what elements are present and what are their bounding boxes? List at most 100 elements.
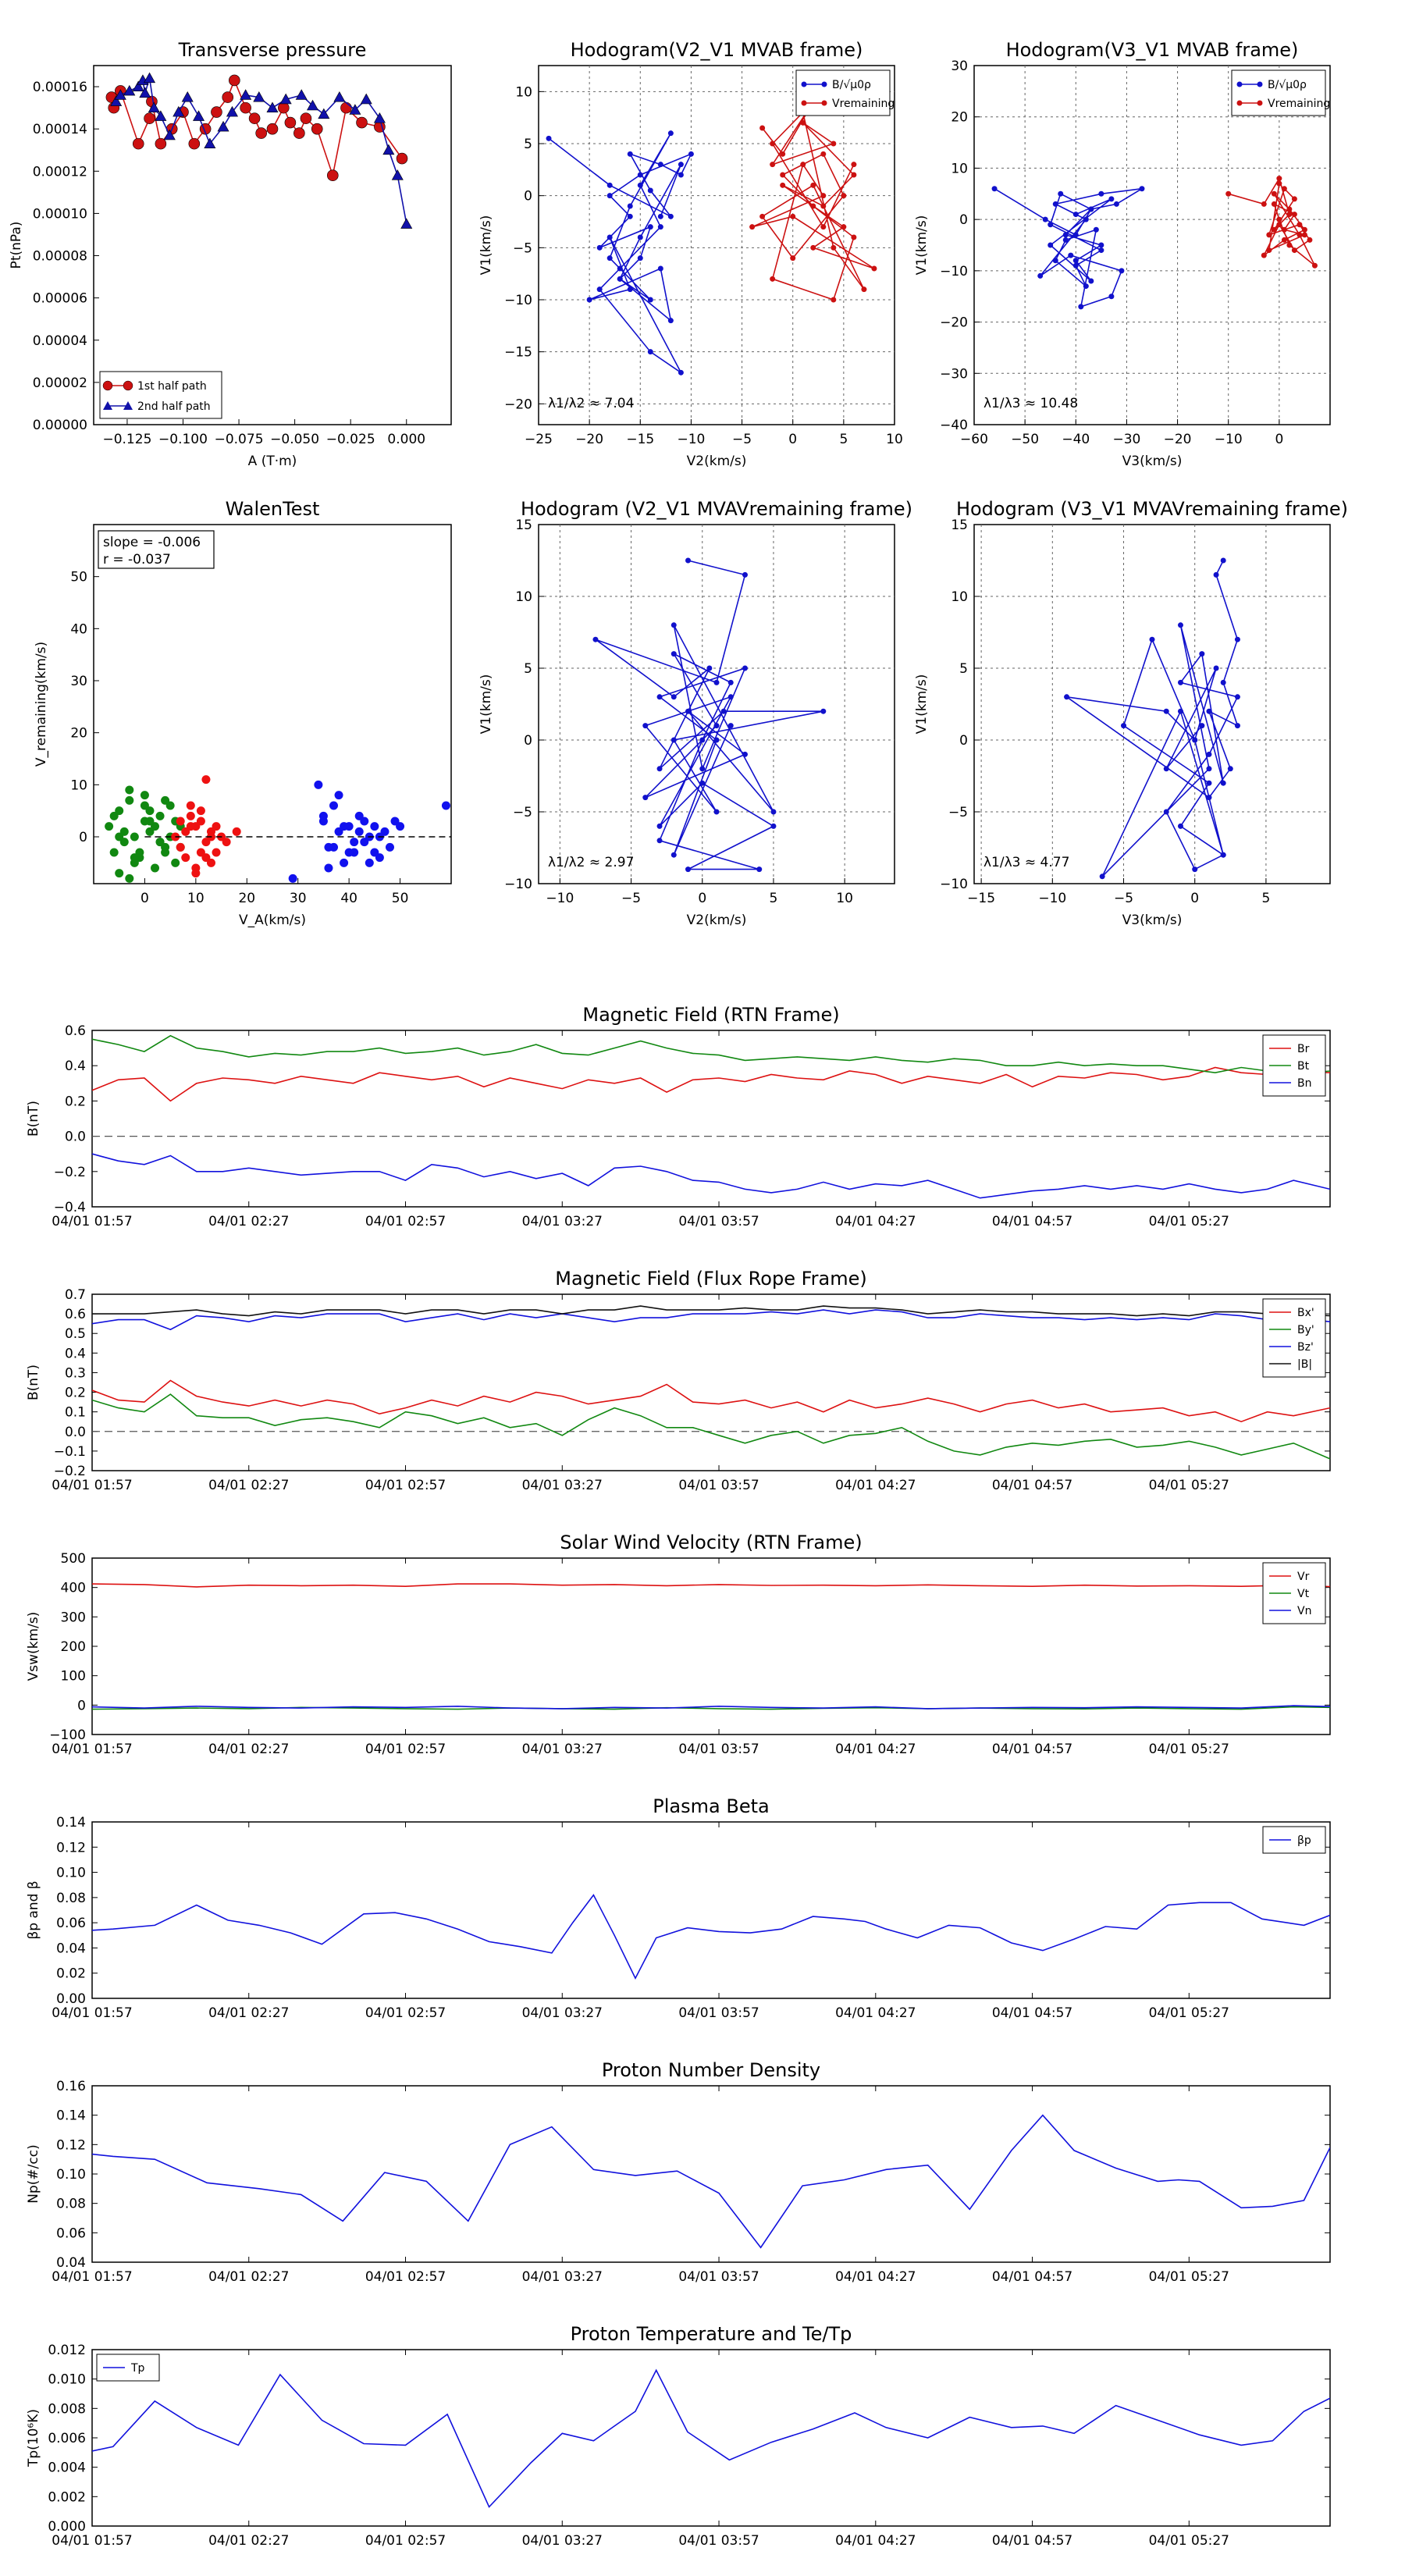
plot-frame: [91, 2085, 1331, 2263]
data-point: [114, 89, 126, 100]
x-tick-label: 04/01 04:57: [992, 2533, 1072, 2549]
data-point: [1206, 751, 1212, 757]
data-point: [1177, 708, 1183, 714]
x-tick-label: 04/01 03:57: [678, 2005, 759, 2021]
data-point: [1068, 252, 1074, 258]
data-point: [742, 751, 748, 757]
data-point: [145, 817, 155, 826]
eigen-ratio-annotation: λ1/λ2 ≈ 2.97: [548, 855, 634, 870]
data-point: [991, 186, 998, 192]
series-line-0: [92, 1894, 1330, 1980]
panel-magnetic-field-flux-rope: Magnetic Field (Flux Rope Frame) 04/01 01…: [26, 1268, 1331, 1493]
data-point: [656, 694, 663, 700]
eigen-ratio-annotation: λ1/λ3 ≈ 4.77: [984, 855, 1069, 870]
data-point: [132, 137, 144, 150]
y-tick-label: 20: [70, 726, 87, 742]
data-point: [1266, 232, 1272, 238]
y-tick-label: 0.00016: [33, 80, 87, 95]
legend-label: Vn: [1297, 1605, 1311, 1617]
x-tick-label: 04/01 04:27: [835, 2005, 916, 2021]
x-tick-label: 04/01 03:57: [678, 2269, 759, 2285]
plot-frame: [91, 1030, 1331, 1208]
x-tick-label: 04/01 02:57: [365, 2269, 446, 2285]
y-tick-label: 10: [951, 589, 968, 605]
y-tick-label: −100: [49, 1727, 86, 1743]
series-group: [1064, 557, 1240, 880]
x-tick-label: −0.100: [158, 432, 208, 447]
data-point: [340, 858, 349, 867]
y-axis-label: B(nT): [26, 1101, 41, 1137]
series-line-1: [752, 101, 875, 301]
data-point: [295, 89, 308, 100]
panel-hodogram-v3-v1-mvab: Hodogram(V3_V1 MVAB frame) −60 −50 −40 −30 −2…: [914, 39, 1331, 469]
data-point: [125, 873, 134, 883]
legend-marker: [1236, 100, 1243, 106]
x-tick-label: 04/01 01:57: [52, 1742, 132, 1757]
x-tick-label: 04/01 03:27: [522, 1742, 603, 1757]
data-point: [284, 116, 297, 129]
data-point: [105, 822, 114, 831]
y-tick-label: −10: [940, 877, 968, 892]
y-tick-label: 5: [959, 661, 968, 677]
data-point: [656, 766, 663, 772]
y-tick-label: 30: [951, 59, 968, 74]
legend-label: Tp: [130, 2362, 145, 2375]
data-point: [1088, 278, 1094, 284]
data-point: [667, 130, 674, 137]
legend-box: [795, 69, 891, 116]
data-point: [191, 869, 201, 878]
panel-hodogram-v2-v1-mvab: Hodogram(V2_V1 MVAB frame) −25 −20 −15 −10 −5…: [478, 39, 903, 469]
x-tick-label: 10: [836, 891, 853, 906]
legend-label: Bz': [1297, 1341, 1314, 1354]
data-point: [1281, 226, 1287, 233]
data-point: [1113, 201, 1119, 207]
data-point: [1121, 723, 1127, 729]
x-tick-label: 04/01 01:57: [52, 2005, 132, 2021]
y-tick-label: 50: [70, 570, 87, 585]
series-line-2: [92, 1153, 1330, 1199]
panel-magnetic-field-rtn: Magnetic Field (RTN Frame) 04/01 01:57 04/…: [26, 1004, 1331, 1229]
y-tick-label: 0.2: [65, 1094, 86, 1109]
panel-hodogram-v3-v1-mvav: Hodogram (V3_V1 MVAVremaining frame)−15−…: [914, 498, 1348, 928]
x-tick-label: 04/01 04:27: [835, 1214, 916, 1229]
data-point: [596, 244, 603, 251]
data-point: [637, 172, 643, 178]
data-point: [678, 369, 684, 375]
legend-marker: [103, 401, 112, 410]
data-point: [1291, 247, 1297, 254]
data-point: [642, 795, 649, 801]
plot-frame: [538, 65, 895, 425]
y-tick-label: 10: [515, 84, 532, 100]
data-point: [176, 817, 185, 826]
data-point: [670, 694, 677, 700]
data-point: [125, 795, 134, 805]
y-tick-label: 100: [61, 1669, 86, 1685]
legend-label: Vremaining: [1268, 98, 1330, 110]
y-tick-label: 0.04: [56, 1941, 86, 1956]
y-tick-label: 0.4: [65, 1059, 86, 1074]
x-tick-label: 04/01 03:27: [522, 2269, 603, 2285]
y-tick-label: 0.000: [48, 2519, 86, 2535]
data-point: [181, 91, 194, 102]
series-line-0: [92, 2114, 1330, 2249]
x-tick-label: 04/01 04:27: [835, 1478, 916, 1493]
y-tick-label: 40: [70, 621, 87, 637]
data-point: [1083, 216, 1089, 222]
y-tick-label: 0.06: [56, 2226, 86, 2241]
data-point: [240, 101, 251, 114]
data-point: [1108, 294, 1115, 300]
data-point: [186, 811, 195, 820]
data-point: [1220, 557, 1226, 564]
data-point: [171, 858, 180, 867]
x-tick-label: 04/01 04:57: [992, 2269, 1072, 2285]
data-point: [1234, 636, 1240, 642]
plot-frame: [91, 2349, 1331, 2527]
data-point: [656, 823, 663, 829]
data-point: [173, 105, 185, 117]
series-line-0: [92, 1379, 1330, 1423]
x-tick-label: 04/01 04:57: [992, 1214, 1072, 1229]
x-axis-label: V3(km/s): [1122, 913, 1183, 928]
x-tick-label: −20: [575, 432, 603, 447]
x-tick-label: 04/01 05:27: [1149, 1742, 1229, 1757]
